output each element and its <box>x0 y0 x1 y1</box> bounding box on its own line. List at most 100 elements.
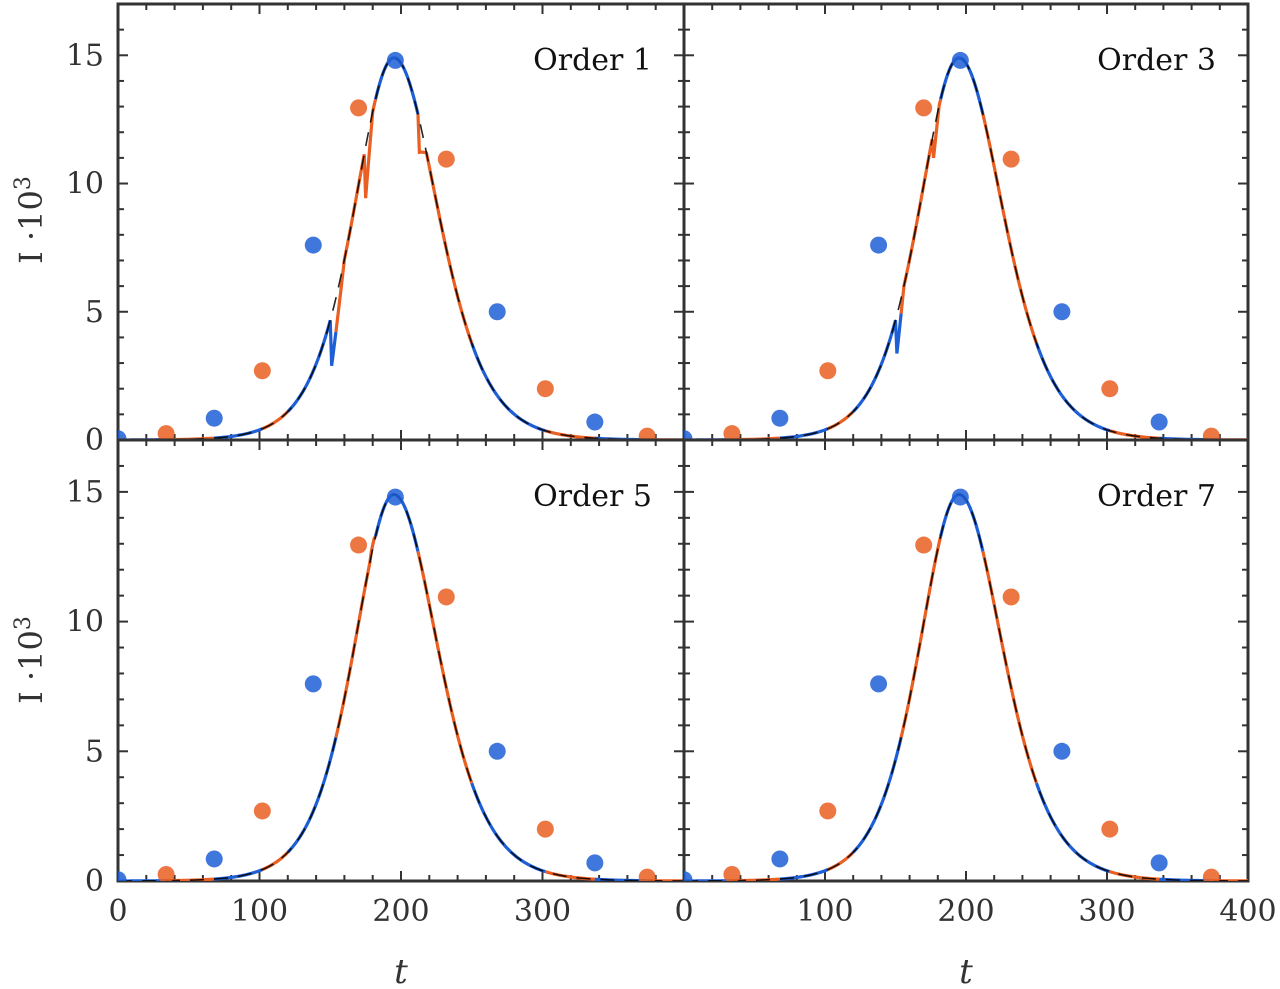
orange-point <box>253 802 271 820</box>
orange-point <box>819 362 837 380</box>
blue-point <box>951 51 969 69</box>
x-tick-label: 300 <box>1078 894 1135 929</box>
blue-point <box>205 850 223 868</box>
blue-point <box>1150 413 1168 431</box>
series-blue-segment <box>495 835 546 874</box>
plot-area <box>684 488 1248 881</box>
series-blue-segment <box>779 868 829 881</box>
reference-curve <box>684 493 1248 881</box>
y-tick-label: 0 <box>85 864 104 899</box>
orange-point <box>536 820 554 838</box>
y-tick-label: 10 <box>66 167 104 202</box>
reference-curve <box>118 493 684 881</box>
blue-point <box>304 675 322 693</box>
y-tick-label: 15 <box>66 38 104 73</box>
x-axis-label-right: t <box>959 952 973 989</box>
panel-label: Order 7 <box>1097 479 1216 514</box>
orange-point <box>638 427 656 440</box>
x-axis-label-left: t <box>394 952 408 989</box>
blue-point <box>684 871 693 881</box>
orange-point <box>1002 588 1020 606</box>
series-orange-segment <box>444 248 474 344</box>
series-blue-segment <box>852 810 881 854</box>
series-blue-segment <box>779 427 829 440</box>
series-blue-segment <box>495 394 546 433</box>
y-tick-label: 10 <box>66 605 104 640</box>
orange-point <box>1202 868 1220 881</box>
panel-label: Order 3 <box>1097 43 1216 78</box>
series-blue-segment <box>1034 342 1064 397</box>
series-blue-segment <box>311 319 338 372</box>
orange-point <box>536 380 554 398</box>
blue-point <box>304 236 322 254</box>
series-blue-segment <box>470 342 499 397</box>
blue-point <box>771 409 789 427</box>
plot-area <box>684 51 1248 440</box>
series-blue-segment <box>214 868 263 881</box>
reference-curve <box>684 57 1248 440</box>
series-blue-segment <box>877 313 903 372</box>
orange-point <box>1202 427 1220 440</box>
orange-point <box>915 99 933 117</box>
x-tick-label: 200 <box>937 894 994 929</box>
blue-point <box>586 854 604 872</box>
reference-curve <box>118 57 684 440</box>
svg-text:I ·103: I ·103 <box>11 176 50 264</box>
blue-point <box>684 430 693 440</box>
y-label-sup-bottom: 3 <box>11 616 36 630</box>
orange-point <box>437 150 455 168</box>
plot-area <box>118 488 684 881</box>
orange-point <box>723 866 741 881</box>
blue-point <box>386 51 404 69</box>
blue-point <box>951 488 969 506</box>
series-orange-segment <box>416 551 448 688</box>
y-tick-label: 5 <box>85 734 104 769</box>
panel-1: 0 5 10 15 Order 1 <box>66 2 686 458</box>
y-tick-label: 5 <box>85 295 104 330</box>
x-tick-label: 0 <box>674 894 693 929</box>
orange-point <box>157 425 175 440</box>
panel-ticks <box>117 3 685 441</box>
series-orange-segment <box>981 551 1013 688</box>
blue-point <box>1150 854 1168 872</box>
series-blue-segment <box>1060 394 1111 433</box>
plot-area <box>118 51 684 440</box>
series-blue-segment <box>852 370 881 413</box>
blue-point <box>771 850 789 868</box>
orange-point <box>437 588 455 606</box>
orange-point <box>915 536 933 554</box>
blue-point <box>386 488 404 506</box>
series-blue-segment <box>470 782 499 837</box>
orange-point <box>723 425 741 440</box>
x-tick-label: 400 <box>1219 894 1276 929</box>
y-label-sup-top: 3 <box>11 176 36 190</box>
orange-point <box>1101 380 1119 398</box>
blue-point <box>118 430 127 440</box>
x-tick-label: 100 <box>231 894 288 929</box>
blue-point <box>870 236 888 254</box>
blue-point <box>1053 742 1071 760</box>
orange-point <box>253 362 271 380</box>
series-orange-segment <box>1009 248 1039 344</box>
y-axis-label-bottom: I ·103 <box>11 616 50 704</box>
series-blue-segment <box>311 737 338 812</box>
blue-point <box>586 413 604 431</box>
series-blue-segment <box>286 370 315 413</box>
panel-label: Order 1 <box>533 43 652 78</box>
panels-group: 0 5 10 15 Order 1 Order 3 0 5 10 15 0 100 200 300 Orde… <box>66 2 1277 929</box>
series-blue-segment <box>1060 835 1111 874</box>
panel-label: Order 5 <box>533 479 652 514</box>
orange-point <box>819 802 837 820</box>
blue-point <box>118 871 127 881</box>
x-tick-label: 100 <box>796 894 853 929</box>
panel-ticks <box>683 3 1249 441</box>
orange-point <box>1002 150 1020 168</box>
orange-point <box>350 99 368 117</box>
blue-point <box>1053 303 1071 321</box>
blue-point <box>870 675 888 693</box>
y-tick-label: 0 <box>85 423 104 458</box>
y-label-text-bottom: I ·10 <box>12 630 50 704</box>
panel-3: 0 5 10 15 0 100 200 300 Order 5 <box>66 438 686 929</box>
x-tick-label: 0 <box>108 894 127 929</box>
